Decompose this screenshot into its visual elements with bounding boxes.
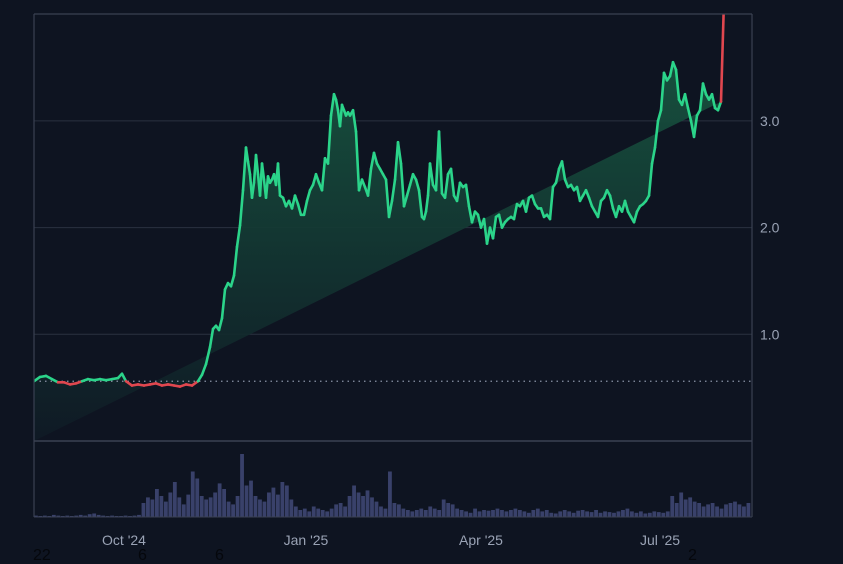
svg-text:Jul '25: Jul '25 [640, 532, 680, 548]
overlay-number: 22 [33, 547, 51, 564]
overlay-number: 2 [688, 547, 697, 564]
svg-text:Apr '25: Apr '25 [459, 532, 503, 548]
overlay-number: 6 [215, 547, 224, 564]
svg-text:Jan '25: Jan '25 [284, 532, 329, 548]
x-axis-labels: Oct '24 Jan '25 Apr '25 Jul '25 [102, 532, 680, 548]
price-line [34, 14, 725, 388]
svg-text:3.0: 3.0 [760, 113, 780, 129]
price-area-fill [34, 62, 721, 441]
volume-bars [34, 454, 751, 517]
plot-frame [33, 13, 753, 518]
overlay-number: 6 [138, 547, 147, 564]
svg-text:1.0: 1.0 [760, 326, 780, 342]
y-axis-labels: 1.0 2.0 3.0 [760, 113, 780, 342]
svg-text:2.0: 2.0 [760, 220, 780, 236]
svg-text:Oct '24: Oct '24 [102, 532, 146, 548]
